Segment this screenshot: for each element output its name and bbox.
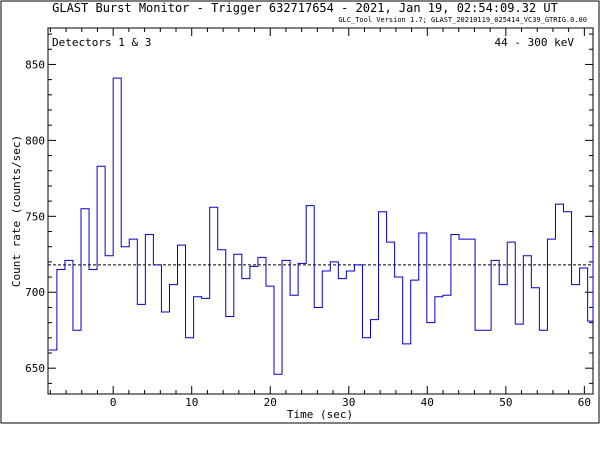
chart-subtitle: GLC_Tool Version 1.7; GLAST_20210119_025… xyxy=(338,16,587,24)
outer-frame xyxy=(0,0,600,424)
x-tick-label: 30 xyxy=(342,396,355,409)
y-tick-label: 800 xyxy=(25,134,45,147)
histogram-series xyxy=(48,77,594,375)
plot-frame xyxy=(47,27,594,395)
y-axis-label: Count rate (counts/sec) xyxy=(10,135,23,287)
x-tick-label: 40 xyxy=(421,396,434,409)
y-tick-label: 700 xyxy=(25,286,45,299)
y-tick-label: 850 xyxy=(25,58,45,71)
x-tick-label: 0 xyxy=(110,396,117,409)
x-tick-label: 60 xyxy=(578,396,591,409)
y-tick-label: 750 xyxy=(25,210,45,223)
x-tick-label: 10 xyxy=(185,396,198,409)
x-axis-label: Time (sec) xyxy=(287,408,353,421)
x-tick-label: 20 xyxy=(264,396,277,409)
detectors-label: Detectors 1 & 3 xyxy=(52,36,151,49)
chart-title: GLAST Burst Monitor - Trigger 632717654 … xyxy=(52,1,558,15)
axis-tick-labels: 0 10 20 30 40 50 60 650 700 750 800 850 xyxy=(25,58,591,409)
y-tick-label: 650 xyxy=(25,362,45,375)
x-tick-label: 50 xyxy=(499,396,512,409)
energy-label: 44 - 300 keV xyxy=(495,36,575,49)
axis-ticks xyxy=(48,28,593,394)
